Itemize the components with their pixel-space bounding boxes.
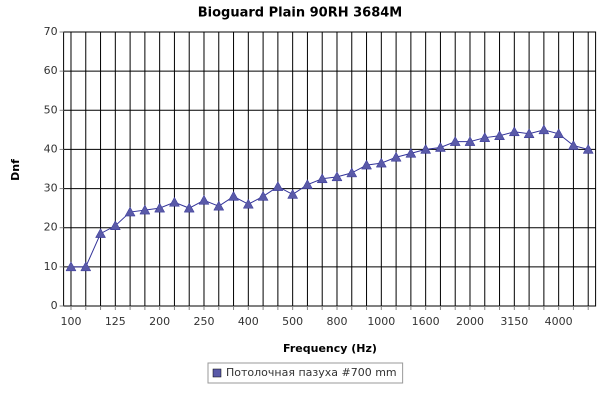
data-point xyxy=(582,143,594,154)
x-tick-label: 800 xyxy=(326,315,347,328)
x-axis-title: Frequency (Hz) xyxy=(283,342,377,355)
y-tick-label: 60 xyxy=(44,64,58,77)
data-point xyxy=(523,128,535,139)
data-point xyxy=(272,181,284,191)
data-point xyxy=(494,130,505,140)
x-tick-label: 1000 xyxy=(367,315,395,328)
x-tick-label: 3150 xyxy=(500,315,528,328)
data-point xyxy=(95,228,106,238)
x-tick-label: 200 xyxy=(149,315,170,328)
data-point xyxy=(346,167,358,178)
x-tick-label: 100 xyxy=(60,315,81,328)
data-point xyxy=(213,200,225,211)
data-point xyxy=(139,204,151,215)
data-point xyxy=(80,261,92,272)
data-point xyxy=(405,147,417,158)
y-axis-title: Dnf xyxy=(9,159,22,181)
data-point xyxy=(508,126,520,137)
x-tick-label: 4000 xyxy=(545,315,573,328)
data-point xyxy=(183,202,195,213)
y-tick-label: 20 xyxy=(44,221,58,234)
data-point xyxy=(538,124,550,135)
data-point xyxy=(242,198,254,209)
data-point xyxy=(169,196,180,207)
x-tick-label: 2000 xyxy=(456,315,484,328)
y-tick-label: 40 xyxy=(44,142,58,155)
x-tick-label: 1600 xyxy=(412,315,440,328)
data-point xyxy=(228,190,239,201)
data-point xyxy=(287,188,299,199)
legend-swatch xyxy=(212,368,222,378)
data-point xyxy=(420,143,432,154)
data-point xyxy=(198,194,210,205)
data-point xyxy=(464,136,476,146)
data-point xyxy=(109,220,121,231)
y-tick-label: 70 xyxy=(44,25,58,38)
chart-title: Bioguard Plain 90RH 3684M xyxy=(198,6,403,21)
data-point xyxy=(316,173,328,184)
y-tick-label: 30 xyxy=(44,182,58,195)
data-point xyxy=(375,157,387,168)
plot-area xyxy=(63,31,597,307)
data-point xyxy=(65,261,77,272)
data-point xyxy=(361,159,372,170)
data-point xyxy=(390,151,402,162)
data-point xyxy=(302,179,313,189)
x-tick-label: 125 xyxy=(105,315,126,328)
data-point xyxy=(257,190,269,201)
data-point xyxy=(435,141,446,152)
legend: Потолочная пазуха #700 mm xyxy=(207,362,404,384)
data-point xyxy=(331,171,343,182)
legend-box xyxy=(207,362,404,384)
y-tick-label: 0 xyxy=(51,299,58,312)
x-tick-label: 400 xyxy=(238,315,259,328)
legend-label: Потолочная пазуха #700 mm xyxy=(226,366,397,379)
x-tick-label: 250 xyxy=(193,315,214,328)
x-tick-label: 500 xyxy=(282,315,303,328)
y-tick-label: 10 xyxy=(44,260,58,273)
data-point xyxy=(568,139,579,150)
data-point xyxy=(553,128,565,139)
data-point xyxy=(449,136,461,146)
y-tick-label: 50 xyxy=(44,103,58,116)
data-point xyxy=(479,132,491,142)
data-point xyxy=(154,202,166,213)
data-point xyxy=(124,206,136,217)
